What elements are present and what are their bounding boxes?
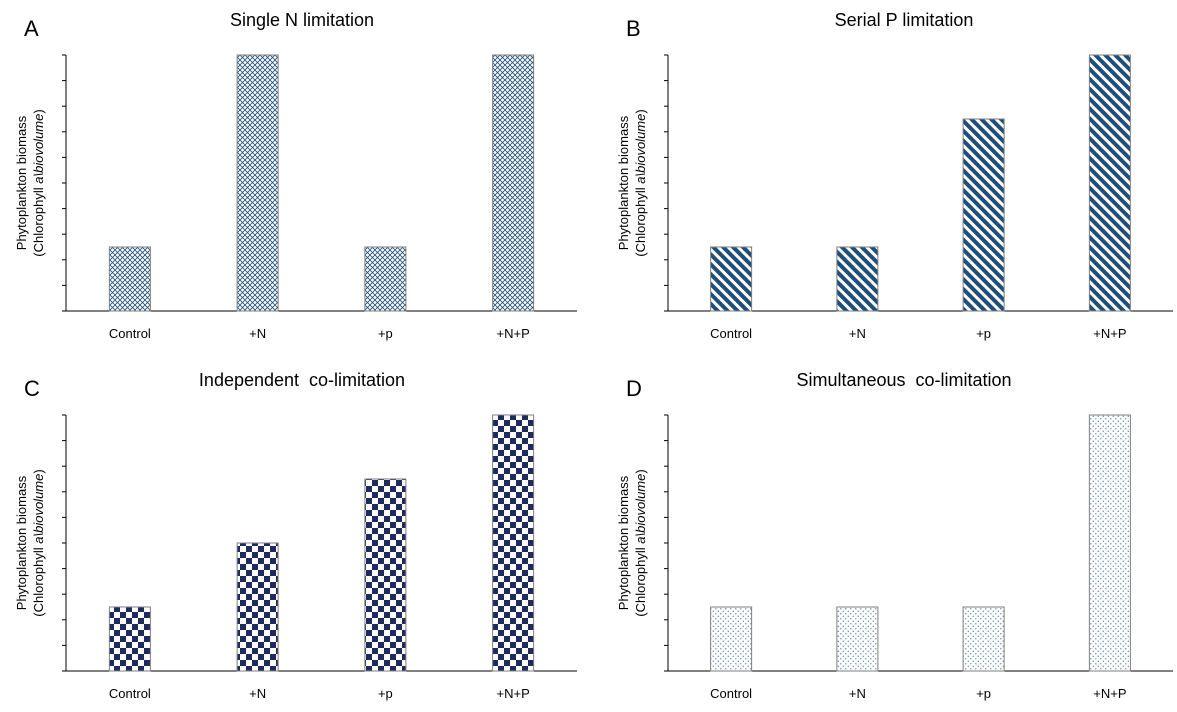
bar-n	[836, 606, 879, 672]
bar-np	[492, 54, 535, 312]
chart-title: Serial P limitation	[834, 10, 974, 30]
x-tick-label: Control	[109, 686, 151, 701]
x-tick-label: +p	[976, 686, 991, 701]
x-tick-label: +N	[849, 326, 866, 341]
bar-control	[710, 246, 753, 312]
chart-title: Single N limitation	[229, 10, 375, 30]
bar-p	[364, 246, 407, 312]
bar-p	[962, 606, 1005, 672]
x-tick-label: +p	[378, 326, 393, 341]
bar-n	[236, 54, 279, 312]
x-tick-label: +p	[378, 686, 393, 701]
panel-a: A Single N limitation Phytoplankton biom…	[0, 0, 588, 352]
x-tick-label: +N	[249, 686, 266, 701]
x-tick-label: Control	[710, 326, 752, 341]
x-tick-label: +N+P	[497, 326, 530, 341]
bar-control	[108, 606, 151, 672]
bar-chart-a: Control +N +p +N+P	[62, 54, 577, 341]
panel-letter: A	[24, 16, 39, 41]
bar-chart-c: Control +N +p +N+P	[62, 414, 577, 701]
panel-letter: C	[24, 376, 40, 401]
bar-n	[836, 246, 879, 312]
bar-n	[236, 542, 279, 672]
bar-control	[108, 246, 151, 312]
panel-letter: B	[626, 16, 641, 41]
bar-np	[492, 414, 535, 672]
x-tick-label: +N+P	[497, 686, 530, 701]
bar-p	[962, 118, 1005, 312]
x-tick-label: +p	[976, 326, 991, 341]
bar-chart-d: Control +N +p +N+P	[664, 414, 1173, 701]
panel-d: D Simultaneous co-limitation Phytoplankt…	[602, 360, 1177, 712]
x-tick-label: +N	[249, 326, 266, 341]
bar-p	[364, 478, 407, 672]
chart-title: Independent co-limitation	[198, 370, 406, 390]
bar-np	[1088, 414, 1131, 672]
x-tick-label: Control	[109, 326, 151, 341]
bar-control	[710, 606, 753, 672]
panel-c: C Independent co-limitation Phytoplankto…	[0, 360, 588, 712]
bar-chart-b: Control +N +p +N+P	[664, 54, 1173, 341]
x-tick-label: +N+P	[1093, 326, 1126, 341]
x-tick-label: +N	[849, 686, 866, 701]
bar-np	[1088, 54, 1131, 312]
panel-b: B Serial P limitation Phytoplankton biom…	[602, 0, 1177, 352]
x-tick-label: +N+P	[1093, 686, 1126, 701]
chart-title: Simultaneous co-limitation	[796, 370, 1012, 390]
panel-letter: D	[626, 376, 642, 401]
x-tick-label: Control	[710, 686, 752, 701]
